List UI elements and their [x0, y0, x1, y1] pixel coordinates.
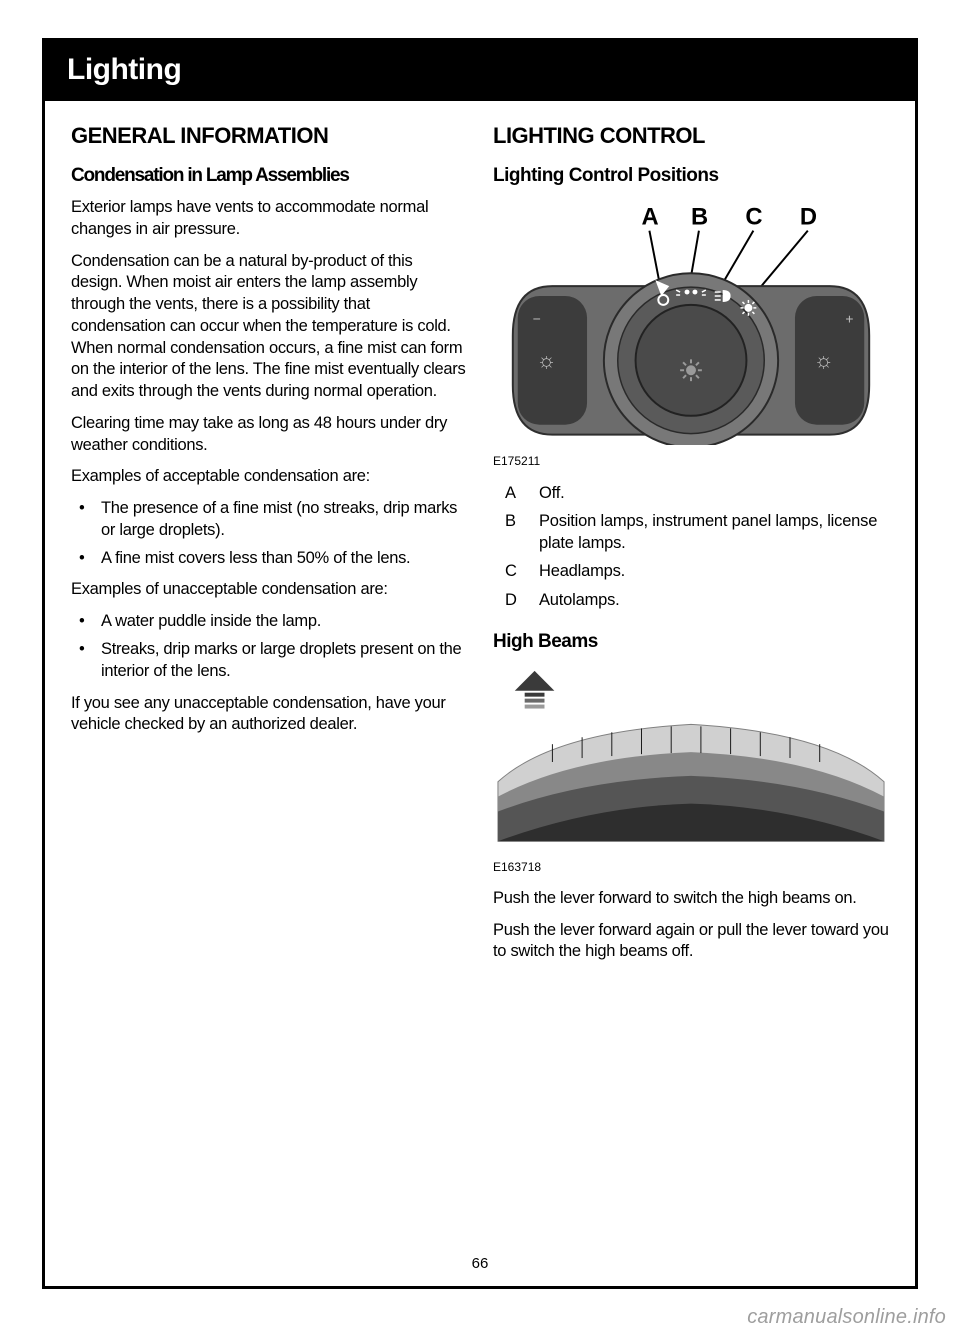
right-column: LIGHTING CONTROL Lighting Control Positi…: [493, 123, 889, 973]
page-number: 66: [45, 1255, 915, 1272]
watermark: carmanualsonline.info: [747, 1306, 946, 1329]
lever-illustration: [498, 724, 884, 841]
definition-row: C Headlamps.: [493, 560, 889, 582]
list-item: A water puddle inside the lamp.: [71, 611, 467, 633]
autolamp-icon: [741, 300, 757, 316]
page-frame: Lighting GENERAL INFORMATION Condensatio…: [42, 38, 918, 1289]
definition-value: Position lamps, instrument panel lamps, …: [539, 510, 889, 555]
definition-row: D Autolamps.: [493, 589, 889, 611]
dial-label-c: C: [745, 204, 762, 231]
list-item: Streaks, drip marks or large droplets pr…: [71, 639, 467, 683]
body-text: Examples of acceptable condensation are:: [71, 466, 467, 488]
center-lamp-icon: [680, 359, 702, 381]
definition-row: A Off.: [493, 482, 889, 504]
body-text: Clearing time may take as long as 48 hou…: [71, 413, 467, 457]
bullet-list: A water puddle inside the lamp. Streaks,…: [71, 611, 467, 682]
list-item: A fine mist covers less than 50% of the …: [71, 548, 467, 570]
position-definitions: A Off. B Position lamps, instrument pane…: [493, 482, 889, 611]
arrow-up-icon: [515, 671, 555, 709]
lighting-dial-svg: A B C D ☼ − ☼ +: [493, 197, 889, 445]
definition-row: B Position lamps, instrument panel lamps…: [493, 510, 889, 555]
dial-label-b: B: [691, 204, 708, 231]
chapter-title: Lighting: [67, 53, 181, 86]
definition-key: B: [493, 510, 539, 555]
high-beam-svg: [493, 663, 889, 851]
dimmer-minus-icon: ☼: [537, 347, 557, 372]
subsection-heading: High Beams: [493, 631, 889, 653]
body-text: Exterior lamps have vents to accommodate…: [71, 197, 467, 241]
subsection-heading: Condensation in Lamp Assemblies: [71, 165, 467, 187]
definition-key: A: [493, 482, 539, 504]
left-column: GENERAL INFORMATION Condensation in Lamp…: [71, 123, 467, 973]
dial-label-d: D: [800, 204, 817, 231]
body-text: Push the lever forward to switch the hig…: [493, 888, 889, 910]
body-text: Condensation can be a natural by-product…: [71, 251, 467, 403]
body-text: Examples of unacceptable condensation ar…: [71, 579, 467, 601]
minus-icon: −: [533, 311, 541, 327]
subsection-heading: Lighting Control Positions: [493, 165, 889, 187]
body-text: Push the lever forward again or pull the…: [493, 920, 889, 964]
bullet-list: The presence of a fine mist (no streaks,…: [71, 498, 467, 569]
list-item: The presence of a fine mist (no streaks,…: [71, 498, 467, 542]
definition-value: Headlamps.: [539, 560, 889, 582]
figure-caption: E163718: [493, 860, 889, 874]
content-columns: GENERAL INFORMATION Condensation in Lamp…: [45, 101, 915, 973]
chapter-header: Lighting: [45, 41, 915, 101]
plus-icon: +: [845, 311, 853, 327]
figure-caption: E175211: [493, 454, 889, 468]
section-heading: GENERAL INFORMATION: [71, 123, 467, 149]
definition-value: Autolamps.: [539, 589, 889, 611]
definition-key: D: [493, 589, 539, 611]
definition-key: C: [493, 560, 539, 582]
dimmer-plus-icon: ☼: [814, 347, 834, 372]
figure-high-beam-lever: [493, 663, 889, 856]
figure-lighting-dial: A B C D ☼ − ☼ +: [493, 197, 889, 450]
headlamp-icon: [715, 290, 731, 302]
body-text: If you see any unacceptable condensation…: [71, 693, 467, 737]
section-heading: LIGHTING CONTROL: [493, 123, 889, 149]
dial-label-a: A: [642, 204, 659, 231]
definition-value: Off.: [539, 482, 889, 504]
